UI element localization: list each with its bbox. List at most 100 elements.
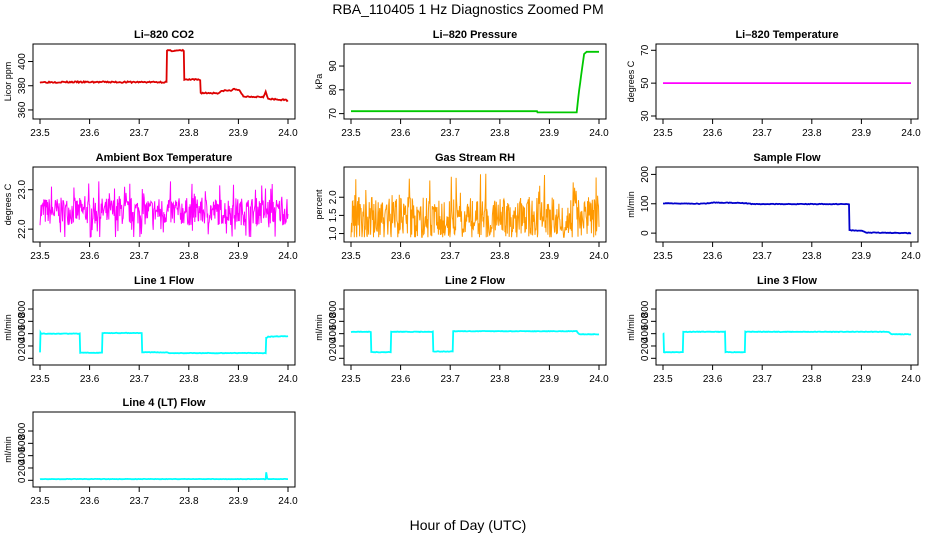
y-tick-label: 600 (17, 435, 28, 452)
x-tick-label: 23.8 (802, 128, 822, 139)
y-axis-label: ml/min (3, 436, 13, 463)
x-tick-label: 24.0 (589, 374, 609, 385)
plot-frame (343, 289, 607, 366)
x-tick-label: 23.5 (341, 251, 361, 262)
x-tick-label: 23.7 (129, 496, 149, 507)
x-tick-label: 23.8 (490, 128, 510, 139)
x-tick-label: 23.9 (229, 251, 249, 262)
plot-frame (32, 166, 296, 243)
y-tick-label: 600 (328, 313, 339, 330)
plot-title: Ambient Box Temperature (96, 152, 233, 164)
x-tick-label: 23.5 (341, 128, 361, 139)
y-tick-label: 0 (640, 355, 651, 361)
x-tick-label: 24.0 (589, 251, 609, 262)
x-tick-label: 24.0 (589, 128, 609, 139)
y-tick-label: 200 (17, 459, 28, 476)
y-tick-label: 100 (640, 195, 651, 212)
x-tick-label: 23.7 (129, 251, 149, 262)
y-tick-label: 400 (17, 447, 28, 464)
x-tick-label: 23.9 (540, 251, 560, 262)
plot-title: Line 2 Flow (445, 275, 505, 287)
y-tick-label: 200 (328, 337, 339, 354)
x-tick-label: 23.8 (179, 374, 199, 385)
page-title: RBA_110405 1 Hz Diagnostics Zoomed PM (332, 1, 604, 17)
plot-frame (32, 411, 296, 488)
plot-frame (655, 166, 919, 243)
x-tick-label: 23.8 (179, 128, 199, 139)
y-tick-label: 800 (17, 300, 28, 317)
x-tick-label: 24.0 (278, 251, 298, 262)
y-axis-label: ml/min (626, 314, 636, 341)
plot-title: Li–820 Pressure (433, 29, 517, 41)
y-tick-label: 1.5 (328, 208, 339, 222)
x-tick-label: 23.7 (752, 251, 772, 262)
x-tick-label: 23.5 (653, 374, 673, 385)
x-tick-label: 24.0 (901, 374, 921, 385)
plot-frame (655, 43, 919, 120)
x-tick-label: 23.8 (802, 251, 822, 262)
y-tick-label: 800 (640, 300, 651, 317)
series-line (39, 48, 289, 103)
x-tick-label: 23.8 (802, 374, 822, 385)
plot-line2: Line 2 Flow 23.5 23.6 23.7 23.8 23.9 24.0 02004… (314, 275, 609, 385)
series-line (350, 330, 600, 354)
plot-title: Line 4 (LT) Flow (123, 397, 206, 409)
y-axis-label: degrees C (626, 60, 636, 102)
y-axis-label: Licor ppm (3, 62, 13, 102)
y-tick-label: 400 (640, 325, 651, 342)
plot-sample_flow: Sample Flow 23.5 23.6 23.7 23.8 23.9 24.0 0 100 2… (626, 152, 921, 262)
x-tick-label: 23.5 (30, 251, 50, 262)
y-tick-label: 80 (328, 84, 339, 96)
y-tick-label: 2.0 (328, 190, 339, 204)
x-tick-label: 23.6 (80, 496, 100, 507)
y-axis-label: percent (314, 189, 324, 220)
x-tick-label: 23.5 (653, 128, 673, 139)
x-tick-label: 23.8 (179, 251, 199, 262)
x-tick-label: 23.5 (30, 374, 50, 385)
x-tick-label: 23.5 (30, 128, 50, 139)
y-tick-label: 380 (17, 77, 28, 94)
y-tick-label: 0 (17, 477, 28, 483)
x-tick-label: 23.5 (341, 374, 361, 385)
x-tick-label: 23.6 (703, 251, 723, 262)
y-tick-label: 200 (640, 166, 651, 183)
x-tick-label: 24.0 (278, 128, 298, 139)
x-tick-label: 23.9 (229, 128, 249, 139)
y-tick-label: 400 (17, 325, 28, 342)
series-line (350, 173, 600, 238)
y-tick-label: 70 (328, 108, 339, 120)
x-tick-label: 23.8 (179, 496, 199, 507)
plot-title: Sample Flow (753, 152, 821, 164)
y-tick-label: 800 (328, 300, 339, 317)
plot-title: Li–820 CO2 (134, 29, 194, 41)
plot-frame (655, 289, 919, 366)
x-tick-label: 23.9 (852, 251, 872, 262)
x-tick-label: 23.9 (540, 374, 560, 385)
plot-title: Gas Stream RH (435, 152, 515, 164)
y-axis-label: ml/min (314, 314, 324, 341)
y-tick-label: 30 (640, 110, 651, 122)
y-tick-label: 23.0 (17, 180, 28, 200)
y-tick-label: 0 (328, 355, 339, 361)
plot-line3: Line 3 Flow 23.5 23.6 23.7 23.8 23.9 24.0 02004… (626, 275, 921, 385)
x-tick-label: 23.9 (229, 374, 249, 385)
x-tick-label: 23.6 (80, 128, 100, 139)
plot-title: Li–820 Temperature (735, 29, 838, 41)
y-axis-label: degrees C (3, 183, 13, 225)
plot-ambient: Ambient Box Temperature 23.5 23.6 23.7 23.8 2… (3, 152, 298, 262)
y-axis-label: ml/min (626, 191, 636, 218)
x-tick-label: 23.6 (703, 374, 723, 385)
y-tick-label: 1.0 (328, 226, 339, 240)
x-tick-label: 23.9 (852, 128, 872, 139)
plot-temperature: Li–820 Temperature 23.5 23.6 23.7 23.8 23.9 24… (626, 29, 921, 139)
x-tick-label: 24.0 (278, 496, 298, 507)
x-tick-label: 24.0 (901, 251, 921, 262)
x-tick-label: 23.9 (540, 128, 560, 139)
plot-pressure: Li–820 Pressure 23.5 23.6 23.7 23.8 23.9 24.0 7… (314, 29, 609, 139)
y-axis-label: ml/min (3, 314, 13, 341)
y-tick-label: 600 (17, 313, 28, 330)
x-tick-label: 23.7 (752, 128, 772, 139)
x-tick-label: 23.6 (391, 128, 411, 139)
y-tick-label: 70 (640, 44, 651, 56)
